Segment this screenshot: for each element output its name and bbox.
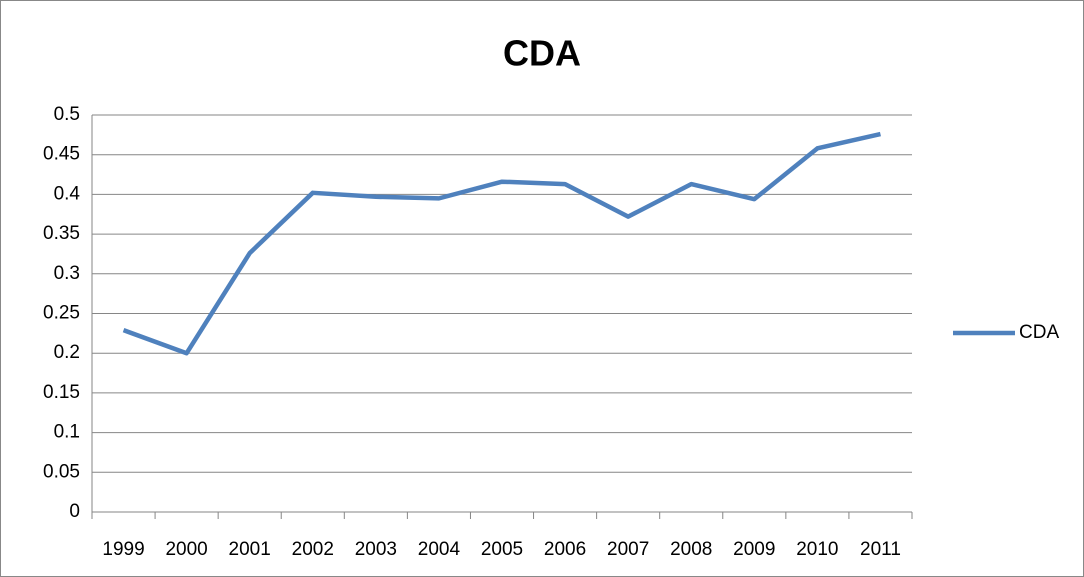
x-tick-label: 2007 [607,539,649,560]
chart-title: CDA [503,33,581,74]
x-tick-label: 2003 [355,539,397,560]
x-tick-label: 2000 [165,539,207,560]
y-tick-label: 0.4 [54,183,81,204]
x-tick-label: 2006 [544,539,586,560]
y-tick-label: 0.15 [43,382,80,403]
y-tick-label: 0.05 [43,461,80,482]
x-tick-label: 2010 [796,539,838,560]
y-tick-label: 0.25 [43,303,80,324]
x-tick-label: 2004 [418,539,461,560]
legend-label: CDA [1019,322,1059,343]
x-tick-label: 2009 [733,539,775,560]
x-tick-label: 1999 [102,539,144,560]
y-tick-label: 0.3 [54,263,80,284]
y-tick-label: 0.35 [43,223,80,244]
y-tick-label: 0.45 [43,144,80,165]
x-tick-label: 2011 [860,539,901,560]
x-tick-label: 2002 [292,539,334,560]
y-tick-label: 0 [69,501,80,522]
x-tick-label: 2005 [481,539,523,560]
y-tick-label: 0.5 [54,104,80,125]
data-line [122,131,881,356]
y-tick-label: 0.2 [54,342,80,363]
x-tick-label: 2001 [229,539,271,560]
x-tick-label: 2008 [670,539,712,560]
y-tick-label: 0.1 [54,422,80,443]
